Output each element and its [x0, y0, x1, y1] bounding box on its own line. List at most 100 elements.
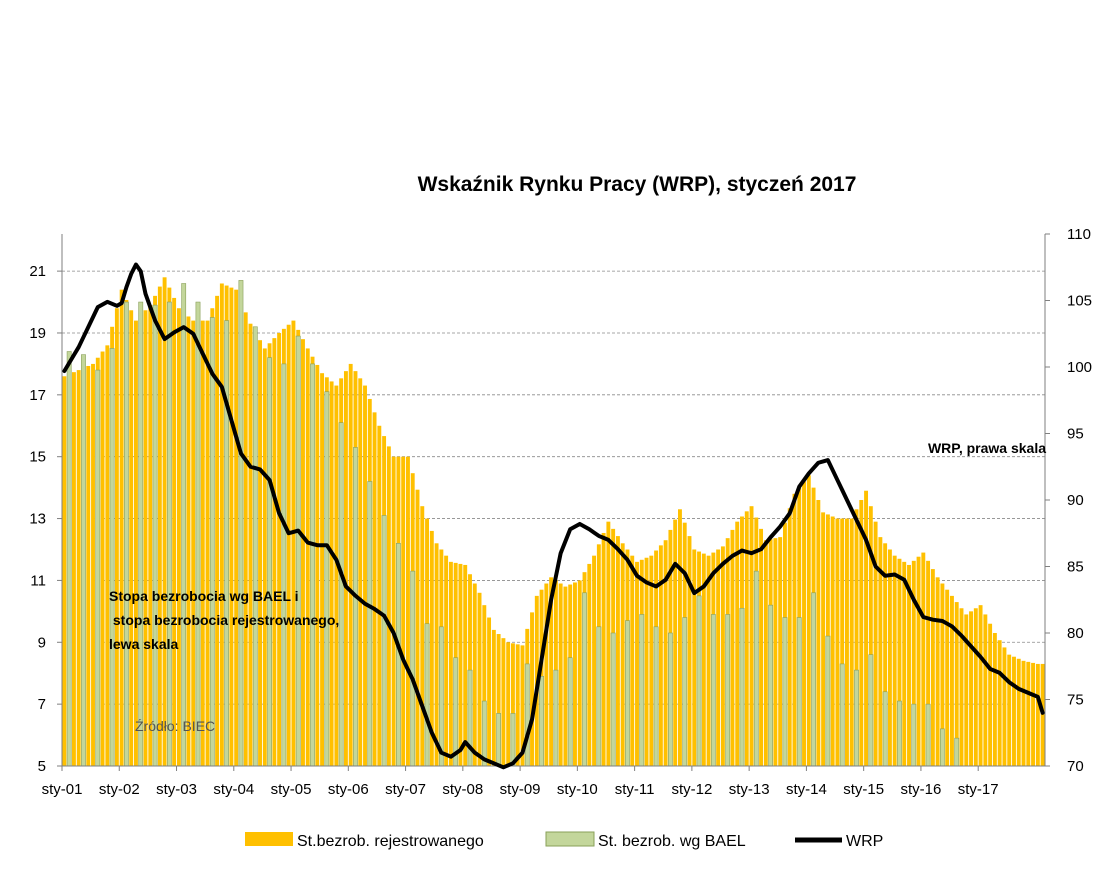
bar-registered	[205, 320, 210, 766]
bar-registered	[277, 332, 282, 766]
bar-registered	[487, 617, 492, 766]
left-scale-annotation-line-1: Stopa bezrobocia wg BAEL i	[109, 588, 299, 604]
bar-registered	[592, 555, 597, 766]
bar-registered	[992, 633, 997, 766]
bar-registered	[601, 532, 606, 766]
bar-registered	[911, 560, 916, 766]
bar-registered	[806, 475, 811, 766]
bar-bael	[195, 301, 201, 767]
bar-registered	[272, 338, 277, 766]
bar-bael	[582, 592, 587, 767]
bar-bael	[109, 348, 115, 767]
bar-registered	[763, 540, 768, 766]
bar-registered	[687, 536, 692, 766]
bar-registered	[887, 549, 892, 766]
bar-registered	[100, 351, 105, 766]
bar-registered	[930, 569, 935, 766]
x-tick-label: sty-08	[442, 781, 483, 798]
x-tick-label: sty-07	[385, 781, 426, 798]
bar-bael	[381, 515, 387, 767]
right-tick-label: 100	[1067, 359, 1092, 376]
bar-registered	[759, 528, 764, 766]
bar-bael	[682, 617, 688, 767]
bar-registered	[472, 583, 477, 766]
bar-registered	[749, 506, 754, 766]
bar-bael	[124, 301, 129, 767]
wrp-line-group	[62, 262, 1045, 770]
bar-registered	[148, 305, 153, 766]
right-scale-annotation: WRP, prawa skala	[928, 440, 1046, 456]
bar-registered	[477, 592, 482, 766]
bar-registered	[458, 563, 463, 766]
bar-registered	[830, 516, 835, 766]
bar-registered	[243, 312, 248, 766]
left-tick-label: 15	[29, 449, 46, 466]
left-scale-annotation-line-2: stopa bezrobocia rejestrowanego,	[109, 612, 339, 628]
right-tick-label: 90	[1067, 492, 1084, 509]
bar-bael	[567, 657, 573, 767]
bar-bael	[596, 626, 602, 767]
bar-registered	[973, 608, 978, 766]
bar-registered	[1040, 663, 1045, 766]
bar-registered	[501, 638, 506, 766]
bar-registered	[921, 552, 926, 766]
bar-registered	[444, 555, 449, 766]
bar-registered	[172, 297, 177, 766]
bar-registered	[491, 629, 496, 766]
bar-registered	[735, 521, 740, 766]
bar-bael	[324, 391, 330, 767]
left-tick-label: 21	[29, 263, 46, 280]
bar-registered	[1007, 654, 1012, 766]
bar-registered	[678, 509, 682, 766]
bar-registered	[401, 456, 406, 766]
bar-registered	[219, 283, 224, 766]
bar-registered	[988, 623, 993, 766]
bar-bael	[925, 703, 931, 767]
x-tick-label: sty-09	[500, 781, 541, 798]
bar-bael	[825, 635, 831, 767]
bar-bael	[66, 351, 72, 767]
bar-registered	[1026, 661, 1031, 766]
left-tick-label: 17	[29, 387, 46, 404]
bar-bael	[510, 713, 516, 767]
bar-bael	[854, 669, 859, 767]
bar-registered	[186, 316, 191, 766]
bar-registered	[129, 310, 134, 766]
bar-registered	[835, 518, 840, 766]
bar-registered	[358, 378, 363, 766]
bar-registered	[897, 558, 902, 766]
bar-registered	[1021, 660, 1026, 766]
bar-registered	[262, 348, 267, 766]
bar-registered	[234, 289, 239, 766]
bar-bael	[267, 357, 272, 767]
bar-registered	[883, 543, 888, 766]
bar-bael	[710, 614, 716, 767]
bar-registered	[415, 489, 420, 766]
bar-registered	[849, 518, 854, 766]
bar-bael	[811, 592, 816, 767]
bar-bael	[668, 632, 673, 767]
wrp-line	[62, 262, 1045, 770]
bar-registered	[86, 365, 91, 766]
bar-registered	[406, 456, 410, 766]
right-tick-label: 80	[1067, 625, 1084, 642]
bar-registered	[840, 518, 845, 766]
bar-registered	[76, 370, 81, 766]
bar-registered	[482, 605, 487, 766]
legend-label-bael: St. bezrob. wg BAEL	[598, 833, 746, 850]
bar-registered	[573, 582, 577, 766]
bar-registered	[134, 320, 138, 766]
bar-registered	[343, 371, 348, 766]
legend: St.bezrob. rejestrowanego St. bezrob. wg…	[245, 831, 883, 850]
bar-registered	[940, 583, 945, 766]
bar-bael	[295, 335, 301, 767]
right-tick-label: 110	[1067, 226, 1091, 243]
bar-registered	[114, 308, 119, 766]
bar-registered	[945, 589, 950, 766]
bar-bael	[625, 620, 630, 767]
bar-bael	[868, 654, 874, 767]
bar-bael	[353, 447, 358, 767]
x-tick-label: sty-13	[729, 781, 770, 798]
bar-registered	[658, 545, 663, 766]
